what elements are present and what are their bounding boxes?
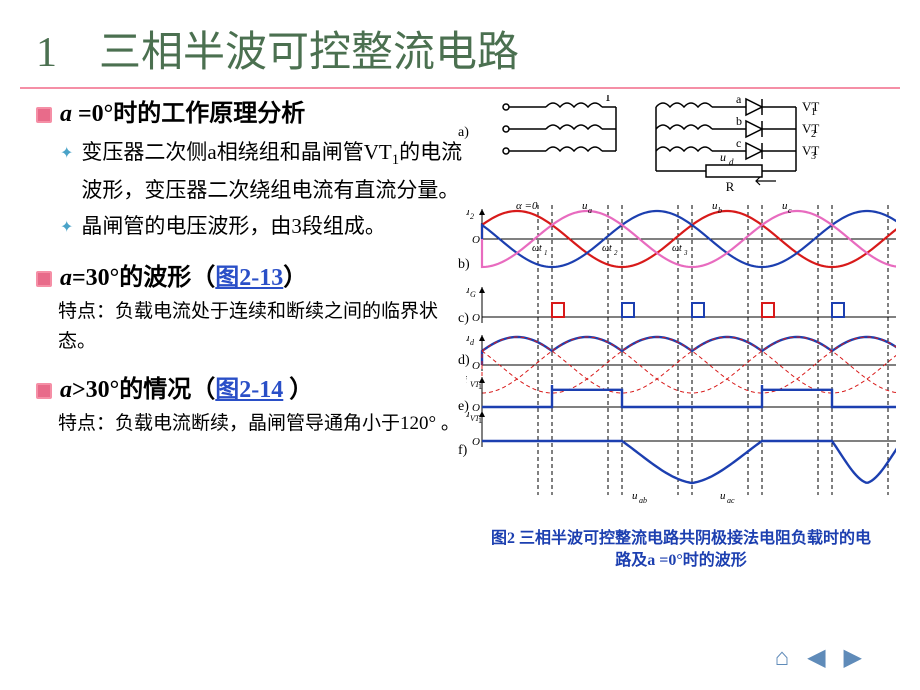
diagram-svg: TaVT1bVT2cVT3RudOωtu2α =0uaubucωt1ωt2ωt3… <box>466 95 896 515</box>
svg-text:d: d <box>470 338 475 347</box>
right-column: a) b) c) d) e) f) TaVT1bVT2cVT3RudOωtu2α… <box>466 95 896 572</box>
svg-text:ab: ab <box>639 496 647 505</box>
panel-label-e: e) <box>458 399 469 415</box>
section-2-head: a=30°的波形（图2-13） <box>36 261 466 295</box>
panel-label-a: a) <box>458 125 469 141</box>
left-column: a =0°时的工作原理分析 ✦ 变压器二次侧a相绕组和晶闸管VT1的电流波形，变… <box>36 95 466 572</box>
svg-text:ωt: ωt <box>672 243 682 254</box>
svg-text:u: u <box>720 490 726 502</box>
svg-text:d: d <box>729 157 734 167</box>
panel-label-c: c) <box>458 311 469 327</box>
panel-label-f: f) <box>458 443 467 459</box>
svg-text:u: u <box>632 490 638 502</box>
svg-text:c: c <box>736 136 741 150</box>
panel-label-b: b) <box>458 257 470 273</box>
section-1-bullet-1: ✦ 变压器二次侧a相绕组和晶闸管VT1的电流波形，变压器二次绕组电流有直流分量。 <box>60 137 466 205</box>
svg-text:G: G <box>470 290 476 299</box>
link-fig-2-13[interactable]: 图2-13 <box>215 265 283 291</box>
svg-text:R: R <box>726 179 735 194</box>
svg-text:O: O <box>472 436 480 448</box>
svg-text:ωt: ωt <box>602 243 612 254</box>
s3h: >30°的情况（ <box>72 377 215 403</box>
title-underline <box>20 87 900 89</box>
svg-text:1: 1 <box>478 416 482 425</box>
svg-text:b: b <box>736 114 742 128</box>
s3pre: a <box>60 377 72 403</box>
svg-text:2: 2 <box>614 249 618 257</box>
content: a =0°时的工作原理分析 ✦ 变压器二次侧a相绕组和晶闸管VT1的电流波形，变… <box>0 95 920 572</box>
diamond-icon: ✦ <box>60 217 73 237</box>
s1b1a: 变压器二次侧a相绕组和晶闸管VT <box>81 140 391 164</box>
svg-text:O: O <box>472 402 480 414</box>
svg-text:1: 1 <box>478 382 482 391</box>
svg-text:2: 2 <box>470 212 474 221</box>
svg-text:1: 1 <box>811 107 816 118</box>
prev-icon[interactable]: ◀ <box>807 645 825 671</box>
s2h: =30°的波形（ <box>72 265 215 291</box>
svg-text:O: O <box>472 360 480 372</box>
bullet-box-icon <box>36 271 52 287</box>
section-3-body: 特点：负载电流断续，晶闸管导通角小于120° 。 <box>58 409 466 439</box>
svg-text:O: O <box>472 312 480 324</box>
svg-text:2: 2 <box>811 129 816 140</box>
s2post: ） <box>283 265 307 291</box>
panel-label-d: d) <box>458 353 470 369</box>
s3post: ） <box>283 377 313 403</box>
figure-caption: 图2 三相半波可控整流电路共阴极接法电阻负载时的电路及a =0°时的波形 <box>484 528 878 572</box>
section-1-head: a =0°时的工作原理分析 <box>36 97 466 131</box>
svg-text:b: b <box>718 206 722 215</box>
svg-text:1: 1 <box>544 249 548 257</box>
section-2-body: 特点：负载电流处于连续和断续之间的临界状态。 <box>58 297 466 357</box>
section-1-bullet-2: ✦ 晶闸管的电压波形，由3段组成。 <box>60 211 466 241</box>
svg-text:ac: ac <box>727 496 735 505</box>
s1b2: 晶闸管的电压波形，由3段组成。 <box>81 211 386 241</box>
svg-text:i: i <box>466 374 467 386</box>
svg-text:α =0: α =0 <box>516 200 538 212</box>
s2pre: a <box>60 265 72 291</box>
link-fig-2-14[interactable]: 图2-14 <box>215 377 283 403</box>
section-3-head: a>30°的情况（图2-14 ） <box>36 373 466 407</box>
svg-text:3: 3 <box>811 151 816 162</box>
s1b1sub: 1 <box>392 152 399 168</box>
next-icon[interactable]: ▶ <box>844 645 862 671</box>
svg-text:T: T <box>604 95 612 104</box>
svg-text:c: c <box>788 206 792 215</box>
svg-text:3: 3 <box>683 249 688 257</box>
bullet-box-icon <box>36 107 52 123</box>
svg-text:a: a <box>588 206 592 215</box>
diamond-icon: ✦ <box>60 143 73 163</box>
svg-text:a: a <box>736 95 742 106</box>
home-icon[interactable]: ⌂ <box>775 645 789 671</box>
slide-title: 1 三相半波可控整流电路 <box>0 0 920 87</box>
svg-text:O: O <box>472 234 480 246</box>
nav-controls: ⌂ ◀ ▶ <box>769 643 868 672</box>
svg-text:ωt: ωt <box>532 243 542 254</box>
svg-text:u: u <box>720 150 726 164</box>
bullet-box-icon <box>36 383 52 399</box>
